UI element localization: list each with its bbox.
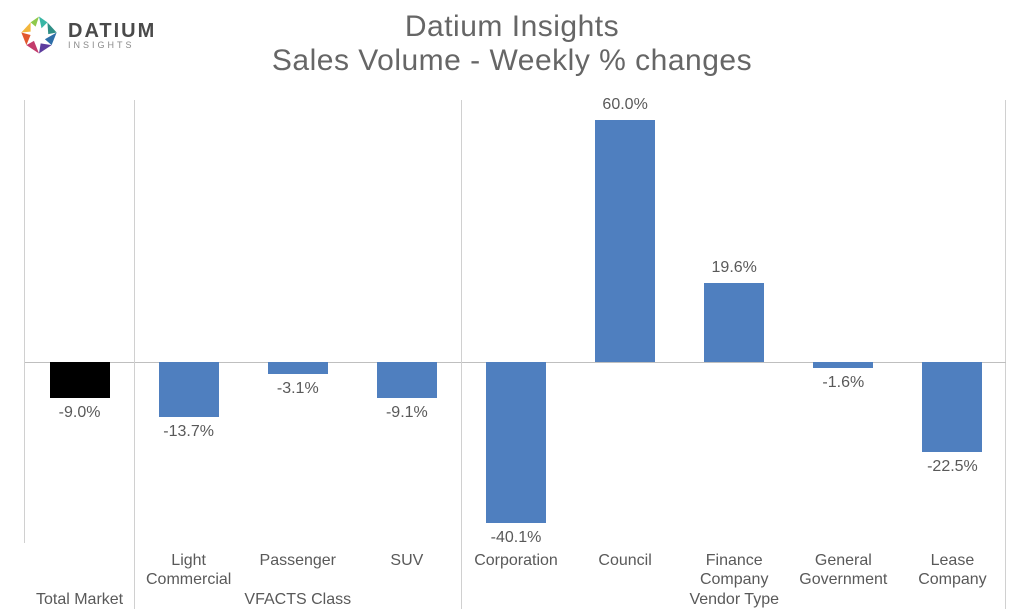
category-label: Council bbox=[598, 551, 651, 570]
bar bbox=[486, 362, 546, 523]
bar-value-label: -9.0% bbox=[59, 404, 101, 422]
bar-chart: -9.0%Total Market-13.7%Light Commercial-… bbox=[24, 100, 1006, 543]
bar bbox=[922, 362, 982, 453]
bar bbox=[813, 362, 873, 368]
category-label: Corporation bbox=[474, 551, 558, 570]
bar bbox=[377, 362, 437, 399]
bar bbox=[268, 362, 328, 374]
bar-value-label: -3.1% bbox=[277, 380, 319, 398]
bar-value-label: 19.6% bbox=[712, 259, 757, 277]
bar bbox=[50, 362, 110, 398]
plot-right-border bbox=[1005, 100, 1006, 609]
group-label: Total Market bbox=[36, 591, 123, 609]
bar-value-label: -13.7% bbox=[163, 423, 214, 441]
bar bbox=[704, 283, 764, 362]
bar-value-label: 60.0% bbox=[602, 96, 647, 114]
group-divider bbox=[134, 100, 135, 609]
title-line2: Sales Volume - Weekly % changes bbox=[0, 44, 1024, 78]
category-label: Lease Company bbox=[918, 551, 986, 589]
bar-value-label: -1.6% bbox=[822, 374, 864, 392]
bar-value-label: -22.5% bbox=[927, 458, 978, 476]
title-line1: Datium Insights bbox=[0, 10, 1024, 44]
bar-value-label: -40.1% bbox=[491, 529, 542, 547]
bar-value-label: -9.1% bbox=[386, 404, 428, 422]
bar bbox=[159, 362, 219, 417]
category-label: Finance Company bbox=[700, 551, 768, 589]
group-divider bbox=[461, 100, 462, 609]
category-label: SUV bbox=[390, 551, 423, 570]
category-label: General Government bbox=[799, 551, 887, 589]
group-label: VFACTS Class bbox=[244, 591, 351, 609]
chart-title: Datium Insights Sales Volume - Weekly % … bbox=[0, 10, 1024, 78]
group-label: Vendor Type bbox=[689, 591, 779, 609]
bar bbox=[595, 120, 655, 362]
category-label: Light Commercial bbox=[146, 551, 231, 589]
category-label: Passenger bbox=[260, 551, 337, 570]
